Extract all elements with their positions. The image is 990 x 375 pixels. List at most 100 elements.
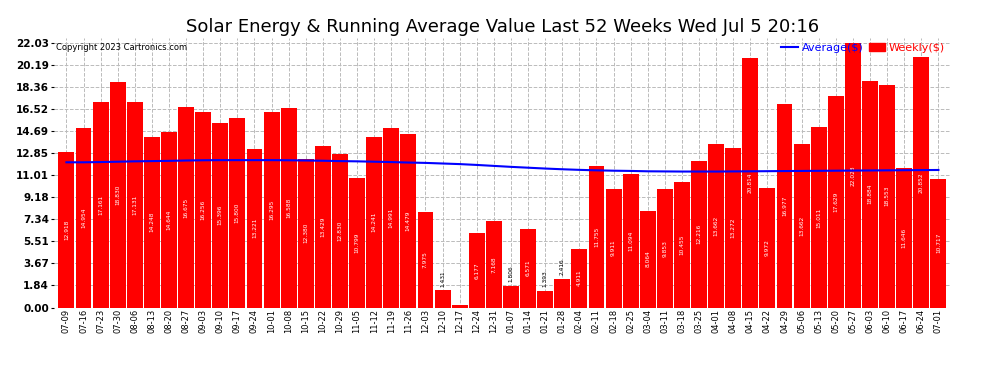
Text: 7.168: 7.168 [491,256,496,273]
Bar [726,148,742,308]
Text: 1.431: 1.431 [441,270,446,287]
Bar [161,132,177,308]
Text: 15.396: 15.396 [218,205,223,225]
Text: 16.675: 16.675 [183,197,189,217]
Text: 8.064: 8.064 [645,251,650,267]
Bar [435,290,450,308]
Text: 9.853: 9.853 [662,240,667,257]
Bar [914,57,930,308]
Text: 11.646: 11.646 [902,228,907,248]
Text: 12.380: 12.380 [303,223,308,243]
Bar [418,212,434,308]
Bar [263,112,279,308]
Bar [896,168,912,308]
Text: 12.216: 12.216 [697,224,702,245]
Bar [708,144,724,308]
Bar [742,58,758,308]
Bar [315,146,331,308]
Text: 18.830: 18.830 [115,184,120,205]
Text: 14.479: 14.479 [406,210,411,231]
Text: 14.644: 14.644 [166,210,171,230]
Text: 6.571: 6.571 [526,260,531,276]
Text: 13.221: 13.221 [252,218,257,238]
Text: 10.717: 10.717 [936,233,940,254]
Bar [93,102,109,308]
Bar [538,291,553,308]
Text: 20.814: 20.814 [747,172,752,193]
Bar [931,179,946,308]
Text: 17.131: 17.131 [133,195,138,215]
Bar [469,233,485,308]
Bar [281,108,297,307]
Text: 11.094: 11.094 [629,231,634,251]
Text: 15.800: 15.800 [235,202,240,223]
Bar [400,134,417,308]
Bar [178,107,194,308]
Bar [195,112,211,308]
Text: 12.830: 12.830 [338,220,343,241]
Bar [657,189,673,308]
Text: 11.755: 11.755 [594,227,599,247]
Bar [349,178,365,308]
Text: 18.884: 18.884 [867,184,872,204]
Text: 16.256: 16.256 [201,200,206,220]
Bar [366,136,382,308]
Text: Copyright 2023 Cartronics.com: Copyright 2023 Cartronics.com [56,43,187,52]
Bar [879,85,895,308]
Bar [776,104,793,308]
Bar [212,123,229,308]
Text: 20.852: 20.852 [919,172,924,193]
Text: 15.011: 15.011 [816,207,822,228]
Text: 17.629: 17.629 [834,192,839,212]
Bar [503,286,519,308]
Bar [110,81,126,308]
Bar [674,182,690,308]
Text: 13.662: 13.662 [714,215,719,236]
Text: 2.416: 2.416 [559,258,564,275]
Text: 9.972: 9.972 [765,239,770,256]
Bar [486,222,502,308]
Bar [144,136,159,308]
Bar [247,149,262,308]
Text: 22.028: 22.028 [850,165,855,186]
Text: 14.954: 14.954 [81,207,86,228]
Text: 16.977: 16.977 [782,195,787,216]
Text: 1.393: 1.393 [543,270,547,287]
Bar [298,159,314,308]
Text: 18.553: 18.553 [885,186,890,206]
Text: 10.455: 10.455 [679,234,684,255]
Text: 4.911: 4.911 [577,270,582,286]
Text: 14.991: 14.991 [389,207,394,228]
Bar [588,166,605,308]
Text: 10.799: 10.799 [354,232,359,253]
Bar [759,188,775,308]
Text: 13.429: 13.429 [321,217,326,237]
Bar [58,153,74,308]
Bar [811,128,827,308]
Bar [691,161,707,308]
Text: 14.248: 14.248 [149,212,154,232]
Bar [230,118,246,308]
Legend: Average($), Weekly($): Average($), Weekly($) [777,39,949,57]
Bar [571,249,587,308]
Text: 6.177: 6.177 [474,262,479,279]
Text: 13.662: 13.662 [799,215,804,236]
Bar [127,102,143,308]
Bar [75,128,91,308]
Bar [862,81,878,308]
Text: 13.272: 13.272 [731,217,736,238]
Text: 14.241: 14.241 [371,212,376,232]
Bar [520,229,536,308]
Bar [794,144,810,308]
Text: 1.806: 1.806 [509,266,514,282]
Bar [623,174,639,308]
Bar [606,189,622,308]
Text: 17.161: 17.161 [98,195,103,214]
Text: 16.295: 16.295 [269,200,274,220]
Bar [332,153,347,308]
Text: 12.918: 12.918 [64,220,69,240]
Bar [640,211,655,308]
Bar [383,128,399,308]
Bar [828,96,843,308]
Bar [845,43,861,308]
